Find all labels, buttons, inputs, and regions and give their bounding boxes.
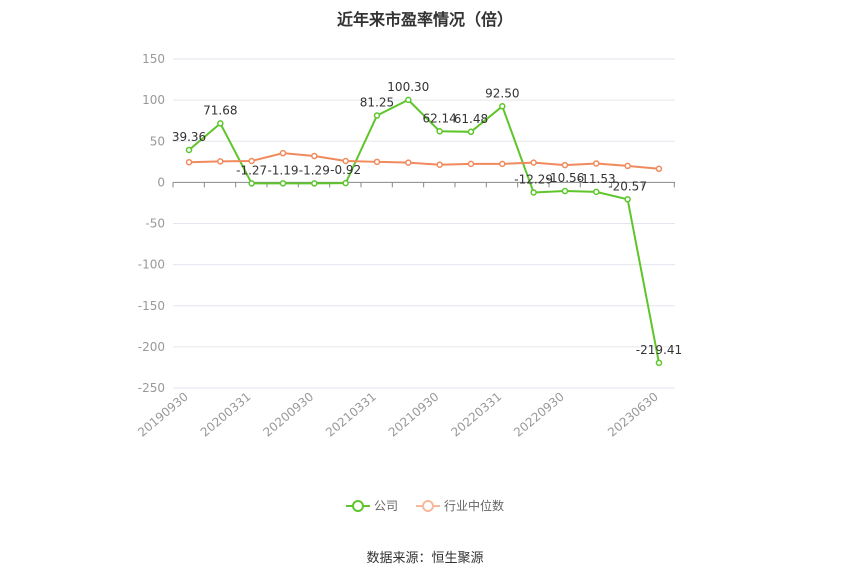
data-point-1: [655, 165, 663, 173]
data-label: -11.53: [577, 172, 616, 186]
data-point-0: [467, 128, 475, 136]
data-source: 数据来源：恒生聚源: [366, 551, 484, 566]
data-label: 71.68: [203, 103, 237, 117]
legend-swatch-industry-median: [416, 499, 440, 513]
data-point-0: [436, 128, 443, 135]
data-label: 92.50: [485, 86, 519, 100]
data-point-0: [593, 188, 600, 196]
legend-item-company[interactable]: 公司: [345, 497, 398, 514]
data-point-1: [217, 158, 224, 165]
data-label: -1.27: [236, 163, 267, 177]
x-tick-label: 20190930: [135, 390, 191, 440]
legend-label-company: 公司: [373, 499, 398, 513]
y-tick-label: 50: [150, 134, 165, 148]
data-point-0: [624, 196, 631, 203]
data-label: 61.48: [454, 112, 488, 126]
data-point-1: [436, 161, 443, 168]
data-point-1: [311, 152, 318, 160]
data-point-0: [311, 180, 318, 187]
data-point-1: [530, 159, 537, 166]
x-tick-label: 20210331: [323, 390, 379, 440]
y-tick-label: -50: [145, 217, 165, 231]
data-point-1: [279, 149, 287, 157]
data-point-0: [499, 103, 506, 110]
data-point-0: [655, 359, 663, 367]
y-tick-label: -100: [138, 258, 165, 272]
data-point-1: [373, 158, 381, 166]
series-line-0: [188, 98, 660, 364]
data-label: -1.29: [299, 163, 330, 177]
data-point-0: [279, 180, 287, 187]
data-label: 81.25: [360, 96, 394, 110]
x-tick-label: 20220331: [448, 390, 504, 440]
y-tick-label: 100: [142, 93, 165, 107]
y-tick-label: 0: [157, 175, 165, 189]
data-label: -12.29: [514, 172, 553, 186]
data-point-0: [185, 146, 193, 154]
data-point-1: [248, 157, 255, 165]
data-point-0: [561, 187, 569, 195]
chart-title: 近年来市盈率情况（倍）: [336, 10, 513, 29]
data-point-1: [342, 157, 349, 165]
data-point-0: [405, 96, 412, 104]
data-label: -10.56: [546, 171, 585, 185]
data-point-1: [185, 158, 193, 166]
legend-item-industry-median[interactable]: 行业中位数: [416, 497, 504, 514]
data-point-0: [342, 179, 349, 187]
x-tick-label: 20230630: [605, 390, 661, 440]
data-point-1: [499, 160, 506, 168]
data-point-0: [248, 180, 255, 187]
x-tick-label: 20210930: [386, 390, 442, 440]
data-point-0: [373, 112, 381, 119]
y-tick-label: 150: [142, 52, 165, 66]
x-tick-label: 20220930: [511, 390, 567, 440]
data-point-1: [405, 159, 412, 166]
data-label: -1.19: [267, 163, 298, 177]
legend-swatch-company: [345, 499, 370, 513]
data-label: 39.36: [172, 130, 206, 144]
y-tick-label: -200: [138, 340, 165, 354]
legend-label-industry-median: 行业中位数: [444, 499, 505, 513]
data-point-1: [467, 160, 475, 168]
x-tick-label: 20200331: [198, 390, 254, 440]
data-point-0: [217, 120, 224, 127]
y-tick-label: -250: [138, 381, 165, 395]
data-label: 100.30: [387, 80, 429, 94]
chart-legend: 公司 行业中位数: [0, 497, 850, 514]
data-point-0: [530, 189, 537, 196]
data-label: -20.57: [608, 179, 647, 193]
data-point-1: [561, 161, 569, 169]
y-tick-label: -150: [138, 299, 165, 313]
data-point-1: [593, 160, 600, 167]
series-line-1: [188, 152, 660, 170]
data-point-1: [624, 162, 631, 170]
data-label: -0.92: [330, 163, 361, 177]
data-label: 62.14: [422, 111, 456, 125]
x-tick-label: 20200930: [260, 390, 316, 440]
data-label: -219.41: [636, 343, 682, 357]
